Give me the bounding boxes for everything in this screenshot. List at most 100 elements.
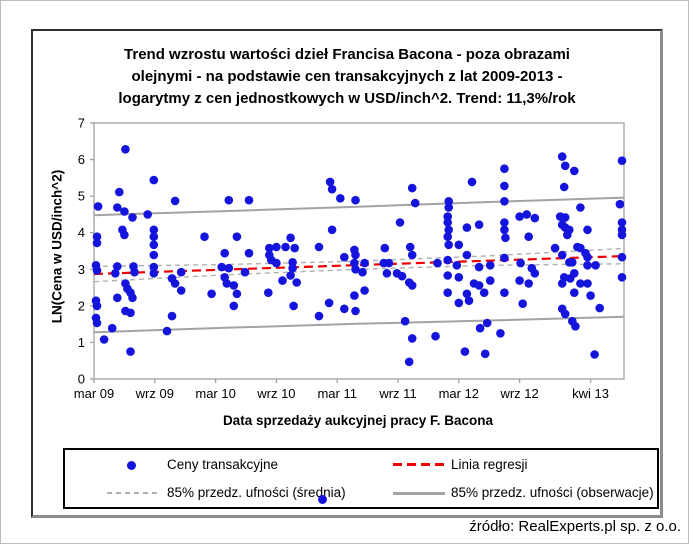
data-point [207, 289, 216, 299]
data-point [515, 276, 524, 285]
data-point [93, 202, 103, 211]
x-tick-label: wrz 09 [135, 386, 174, 401]
data-point [92, 266, 102, 275]
data-point [92, 301, 102, 311]
data-point [384, 258, 394, 268]
legend-label-ci-observations: 85% przedz. ufności (obserwacje) [451, 485, 654, 500]
data-point [407, 281, 417, 290]
data-point [292, 278, 302, 287]
source-note: źródło: RealExperts.pl sp. z o.o. [469, 518, 681, 535]
data-point [400, 316, 410, 326]
data-point [444, 203, 454, 212]
data-point [496, 329, 505, 338]
data-point [500, 181, 509, 191]
legend-label-regression: Linia regresji [451, 457, 528, 472]
data-point [500, 288, 509, 298]
data-point [149, 262, 159, 272]
data-point [560, 213, 570, 222]
y-tick-label: 3 [78, 262, 85, 277]
data-point [272, 242, 281, 252]
x-tick-label: mar 09 [74, 386, 114, 401]
legend-marker-ci-mean-dashed [107, 492, 159, 494]
data-point [482, 318, 492, 328]
y-tick-label: 6 [78, 152, 85, 167]
data-point [617, 252, 627, 262]
x-axis-title: Data sprzedaży aukcyjnej pracy F. Bacona [222, 413, 494, 428]
data-point [524, 279, 533, 288]
data-point [433, 258, 442, 268]
data-point [92, 318, 102, 328]
data-point [566, 274, 575, 283]
data-point [501, 233, 510, 243]
y-tick-label: 2 [78, 298, 85, 313]
x-tick-label: mar 12 [439, 386, 479, 401]
data-point [121, 145, 130, 154]
data-point [570, 166, 579, 176]
data-point [550, 243, 560, 253]
data-point [444, 240, 454, 250]
data-point [475, 323, 485, 333]
data-point [115, 187, 124, 197]
x-tick-label: wrz 11 [378, 386, 416, 401]
data-point [480, 349, 490, 359]
data-point [120, 230, 129, 240]
data-point [617, 273, 627, 282]
data-point [351, 306, 360, 316]
data-point [358, 267, 367, 277]
data-point [229, 281, 239, 290]
data-point [500, 253, 509, 263]
data-point [474, 262, 484, 272]
data-point [397, 271, 407, 281]
data-point [360, 286, 369, 295]
data-point [405, 242, 415, 252]
data-point [444, 197, 454, 206]
data-point [431, 331, 440, 341]
data-point [92, 238, 102, 248]
data-point [485, 261, 495, 270]
data-point [557, 279, 567, 288]
data-point [289, 301, 298, 311]
data-point [462, 289, 472, 299]
scatter-plot: 0 1 2 3 4 5 6 7 mar 09 wrz 09 mar 10 wrz 10 mar 11 wr… [74, 116, 627, 401]
y-tick-label: 5 [78, 189, 85, 204]
data-point [454, 240, 464, 250]
data-point [407, 250, 417, 260]
data-point [360, 258, 369, 268]
plot-frame [93, 122, 625, 380]
data-point [583, 261, 592, 270]
data-point [464, 296, 474, 306]
x-tick-label: mar 10 [195, 386, 235, 401]
data-point [462, 250, 472, 260]
data-point [615, 199, 625, 209]
data-point [126, 308, 135, 318]
data-point [336, 194, 345, 203]
data-point [143, 210, 152, 219]
data-point [126, 347, 135, 356]
x-tick-label: kwi 13 [572, 386, 609, 401]
data-point [524, 232, 533, 241]
data-point [407, 183, 417, 193]
data-point [617, 156, 627, 165]
data-point [264, 288, 273, 298]
data-point [467, 177, 477, 187]
data-point [224, 195, 234, 205]
data-point [380, 243, 390, 253]
data-point [395, 218, 405, 227]
data-point [229, 301, 239, 311]
data-point [590, 350, 599, 359]
data-point [595, 303, 604, 313]
data-point [560, 309, 570, 319]
y-tick-label: 7 [78, 116, 85, 131]
data-point [522, 210, 531, 219]
data-point [500, 197, 509, 206]
data-point [452, 261, 462, 270]
data-point [244, 195, 254, 205]
data-point [443, 288, 453, 298]
data-point [404, 357, 414, 367]
data-point [290, 243, 300, 253]
data-point [560, 161, 570, 171]
data-point [217, 262, 226, 272]
data-point [200, 232, 209, 241]
data-point [571, 322, 580, 331]
